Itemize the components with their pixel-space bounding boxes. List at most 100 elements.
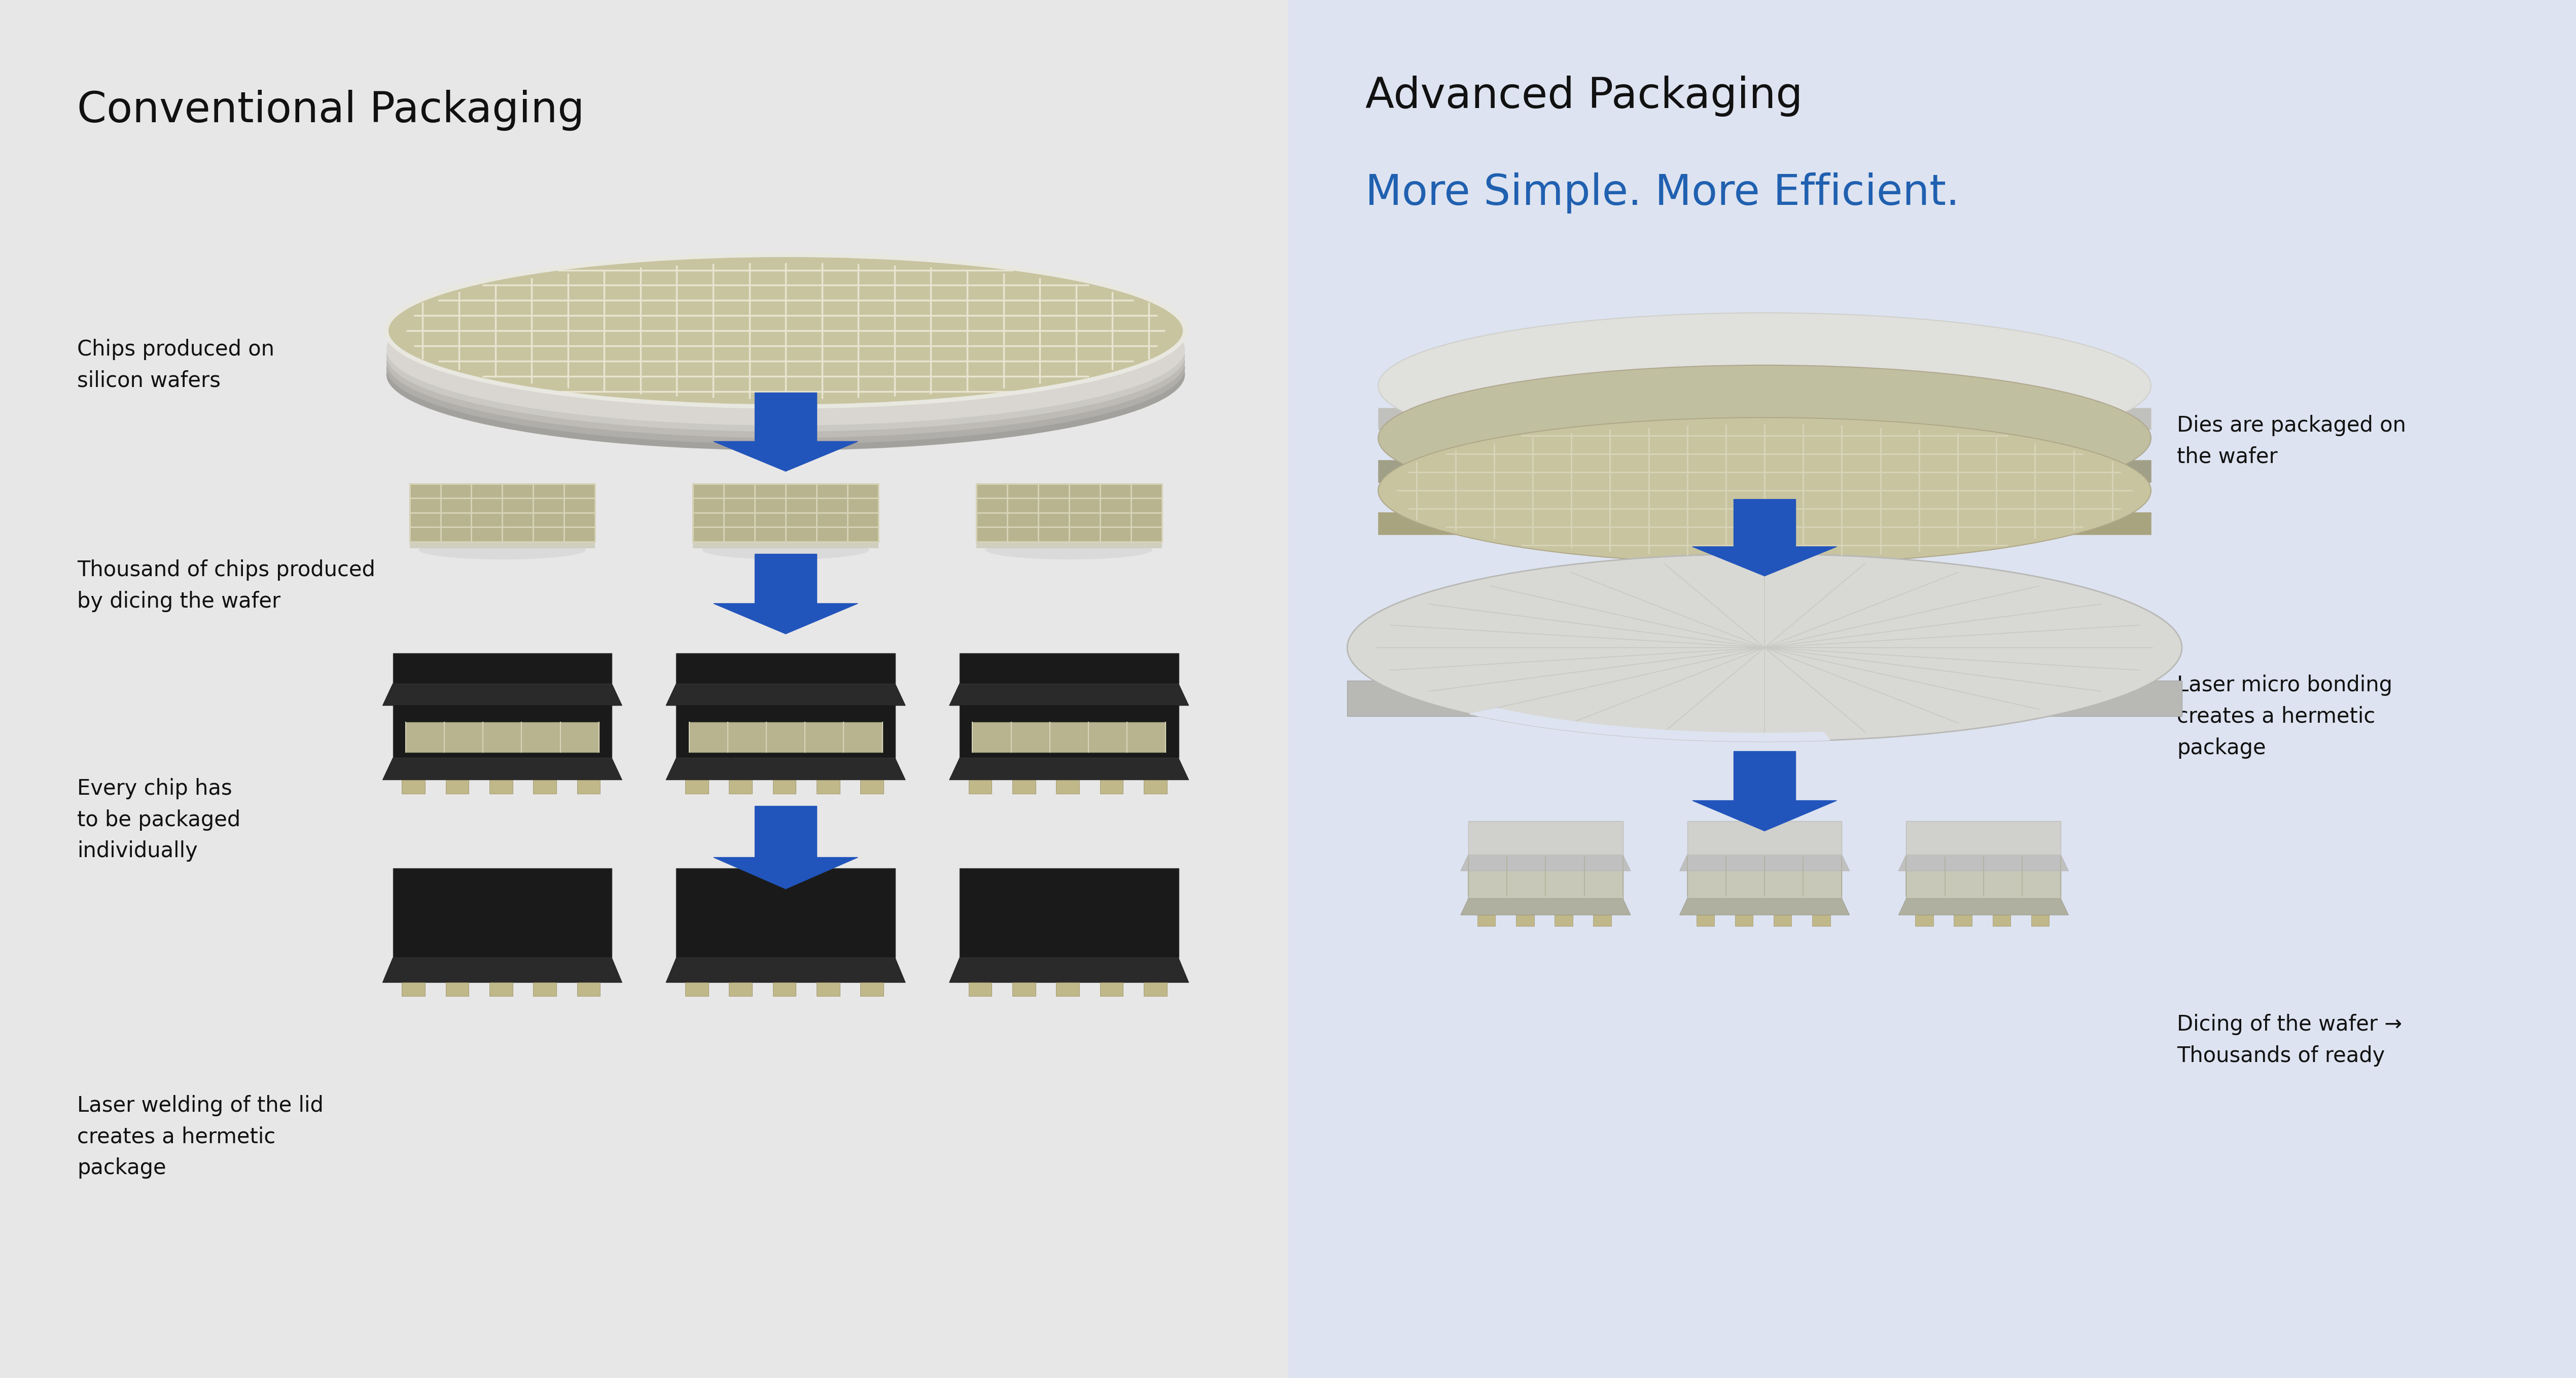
Polygon shape (755, 806, 817, 857)
Polygon shape (381, 958, 623, 983)
Bar (489, 780, 513, 794)
Bar (392, 653, 613, 683)
Bar (410, 484, 595, 542)
Polygon shape (665, 683, 907, 706)
Bar (1012, 983, 1036, 996)
Bar (1144, 983, 1167, 996)
Bar (675, 653, 896, 683)
Bar (1468, 854, 1623, 898)
Bar (969, 983, 992, 996)
Text: Every chip has
to be packaged
individually: Every chip has to be packaged individual… (77, 779, 240, 861)
Polygon shape (714, 857, 858, 889)
Ellipse shape (386, 292, 1185, 444)
Ellipse shape (386, 287, 1185, 438)
Polygon shape (381, 683, 623, 706)
Polygon shape (1378, 513, 2151, 535)
Text: Laser micro bonding
creates a hermetic
package: Laser micro bonding creates a hermetic p… (2177, 675, 2393, 758)
Bar (1687, 821, 1842, 854)
Bar (1953, 915, 1973, 926)
Polygon shape (714, 441, 858, 471)
Bar (729, 780, 752, 794)
Ellipse shape (386, 255, 1185, 407)
Bar (1144, 780, 1167, 794)
Polygon shape (1734, 499, 1795, 547)
Bar (533, 983, 556, 996)
Bar (860, 780, 884, 794)
Polygon shape (1461, 854, 1631, 871)
Bar (1687, 854, 1842, 898)
Ellipse shape (1378, 418, 2151, 564)
Bar (1288, 0, 2576, 1378)
Bar (1056, 780, 1079, 794)
Bar (1553, 915, 1571, 926)
Bar (958, 868, 1177, 958)
Ellipse shape (1378, 313, 2151, 459)
Ellipse shape (420, 540, 585, 559)
Bar (685, 780, 708, 794)
Bar (958, 689, 1177, 758)
Bar (1914, 915, 1932, 926)
Polygon shape (714, 604, 858, 634)
Polygon shape (1378, 408, 2151, 430)
Text: More Simple. More Efficient.: More Simple. More Efficient. (1365, 172, 1960, 214)
Bar (402, 983, 425, 996)
Ellipse shape (1347, 554, 2182, 741)
Bar (446, 983, 469, 996)
Text: Advanced Packaging: Advanced Packaging (1365, 76, 1803, 117)
Bar (402, 780, 425, 794)
Polygon shape (665, 958, 907, 983)
Bar (860, 983, 884, 996)
Bar (1814, 915, 1829, 926)
Bar (1736, 915, 1752, 926)
Bar (1592, 915, 1610, 926)
Bar (958, 653, 1177, 683)
Bar (693, 484, 878, 542)
Bar (1012, 780, 1036, 794)
Polygon shape (755, 554, 817, 604)
Text: Dicing of the wafer →
Thousands of ready: Dicing of the wafer → Thousands of ready (2177, 1014, 2401, 1067)
Polygon shape (1899, 898, 2069, 915)
Bar (392, 868, 613, 958)
Bar (1468, 821, 1623, 854)
Polygon shape (1680, 898, 1850, 915)
Bar (1994, 915, 2009, 926)
Bar (969, 780, 992, 794)
Polygon shape (1692, 547, 1837, 576)
Bar (577, 780, 600, 794)
Bar (1695, 915, 1716, 926)
Polygon shape (1734, 751, 1795, 801)
Polygon shape (755, 393, 817, 441)
Polygon shape (1347, 681, 2182, 717)
Text: Laser welding of the lid
creates a hermetic
package: Laser welding of the lid creates a herme… (77, 1096, 325, 1178)
Bar (675, 868, 896, 958)
Bar (392, 689, 613, 758)
Bar (817, 983, 840, 996)
Polygon shape (948, 758, 1188, 780)
Bar (489, 983, 513, 996)
Bar (976, 484, 1162, 542)
Ellipse shape (386, 280, 1185, 431)
Polygon shape (948, 683, 1188, 706)
Bar (974, 722, 1164, 752)
Polygon shape (1468, 708, 1829, 741)
Text: Conventional Packaging: Conventional Packaging (77, 90, 585, 131)
Ellipse shape (703, 540, 868, 559)
Ellipse shape (386, 274, 1185, 426)
Polygon shape (1692, 801, 1837, 831)
Bar (675, 689, 896, 758)
Text: Chips produced on
silicon wafers: Chips produced on silicon wafers (77, 339, 276, 391)
Bar (693, 542, 878, 548)
Bar (2030, 915, 2050, 926)
Bar (407, 722, 598, 752)
Polygon shape (1378, 460, 2151, 482)
Polygon shape (1461, 898, 1631, 915)
Ellipse shape (1378, 365, 2151, 511)
Bar (1100, 983, 1123, 996)
Polygon shape (665, 758, 907, 780)
Bar (1772, 915, 1793, 926)
Bar (1515, 915, 1533, 926)
Bar (773, 983, 796, 996)
Bar (1100, 780, 1123, 794)
Polygon shape (1680, 854, 1850, 871)
Text: Dies are packaged on
the wafer: Dies are packaged on the wafer (2177, 415, 2406, 467)
